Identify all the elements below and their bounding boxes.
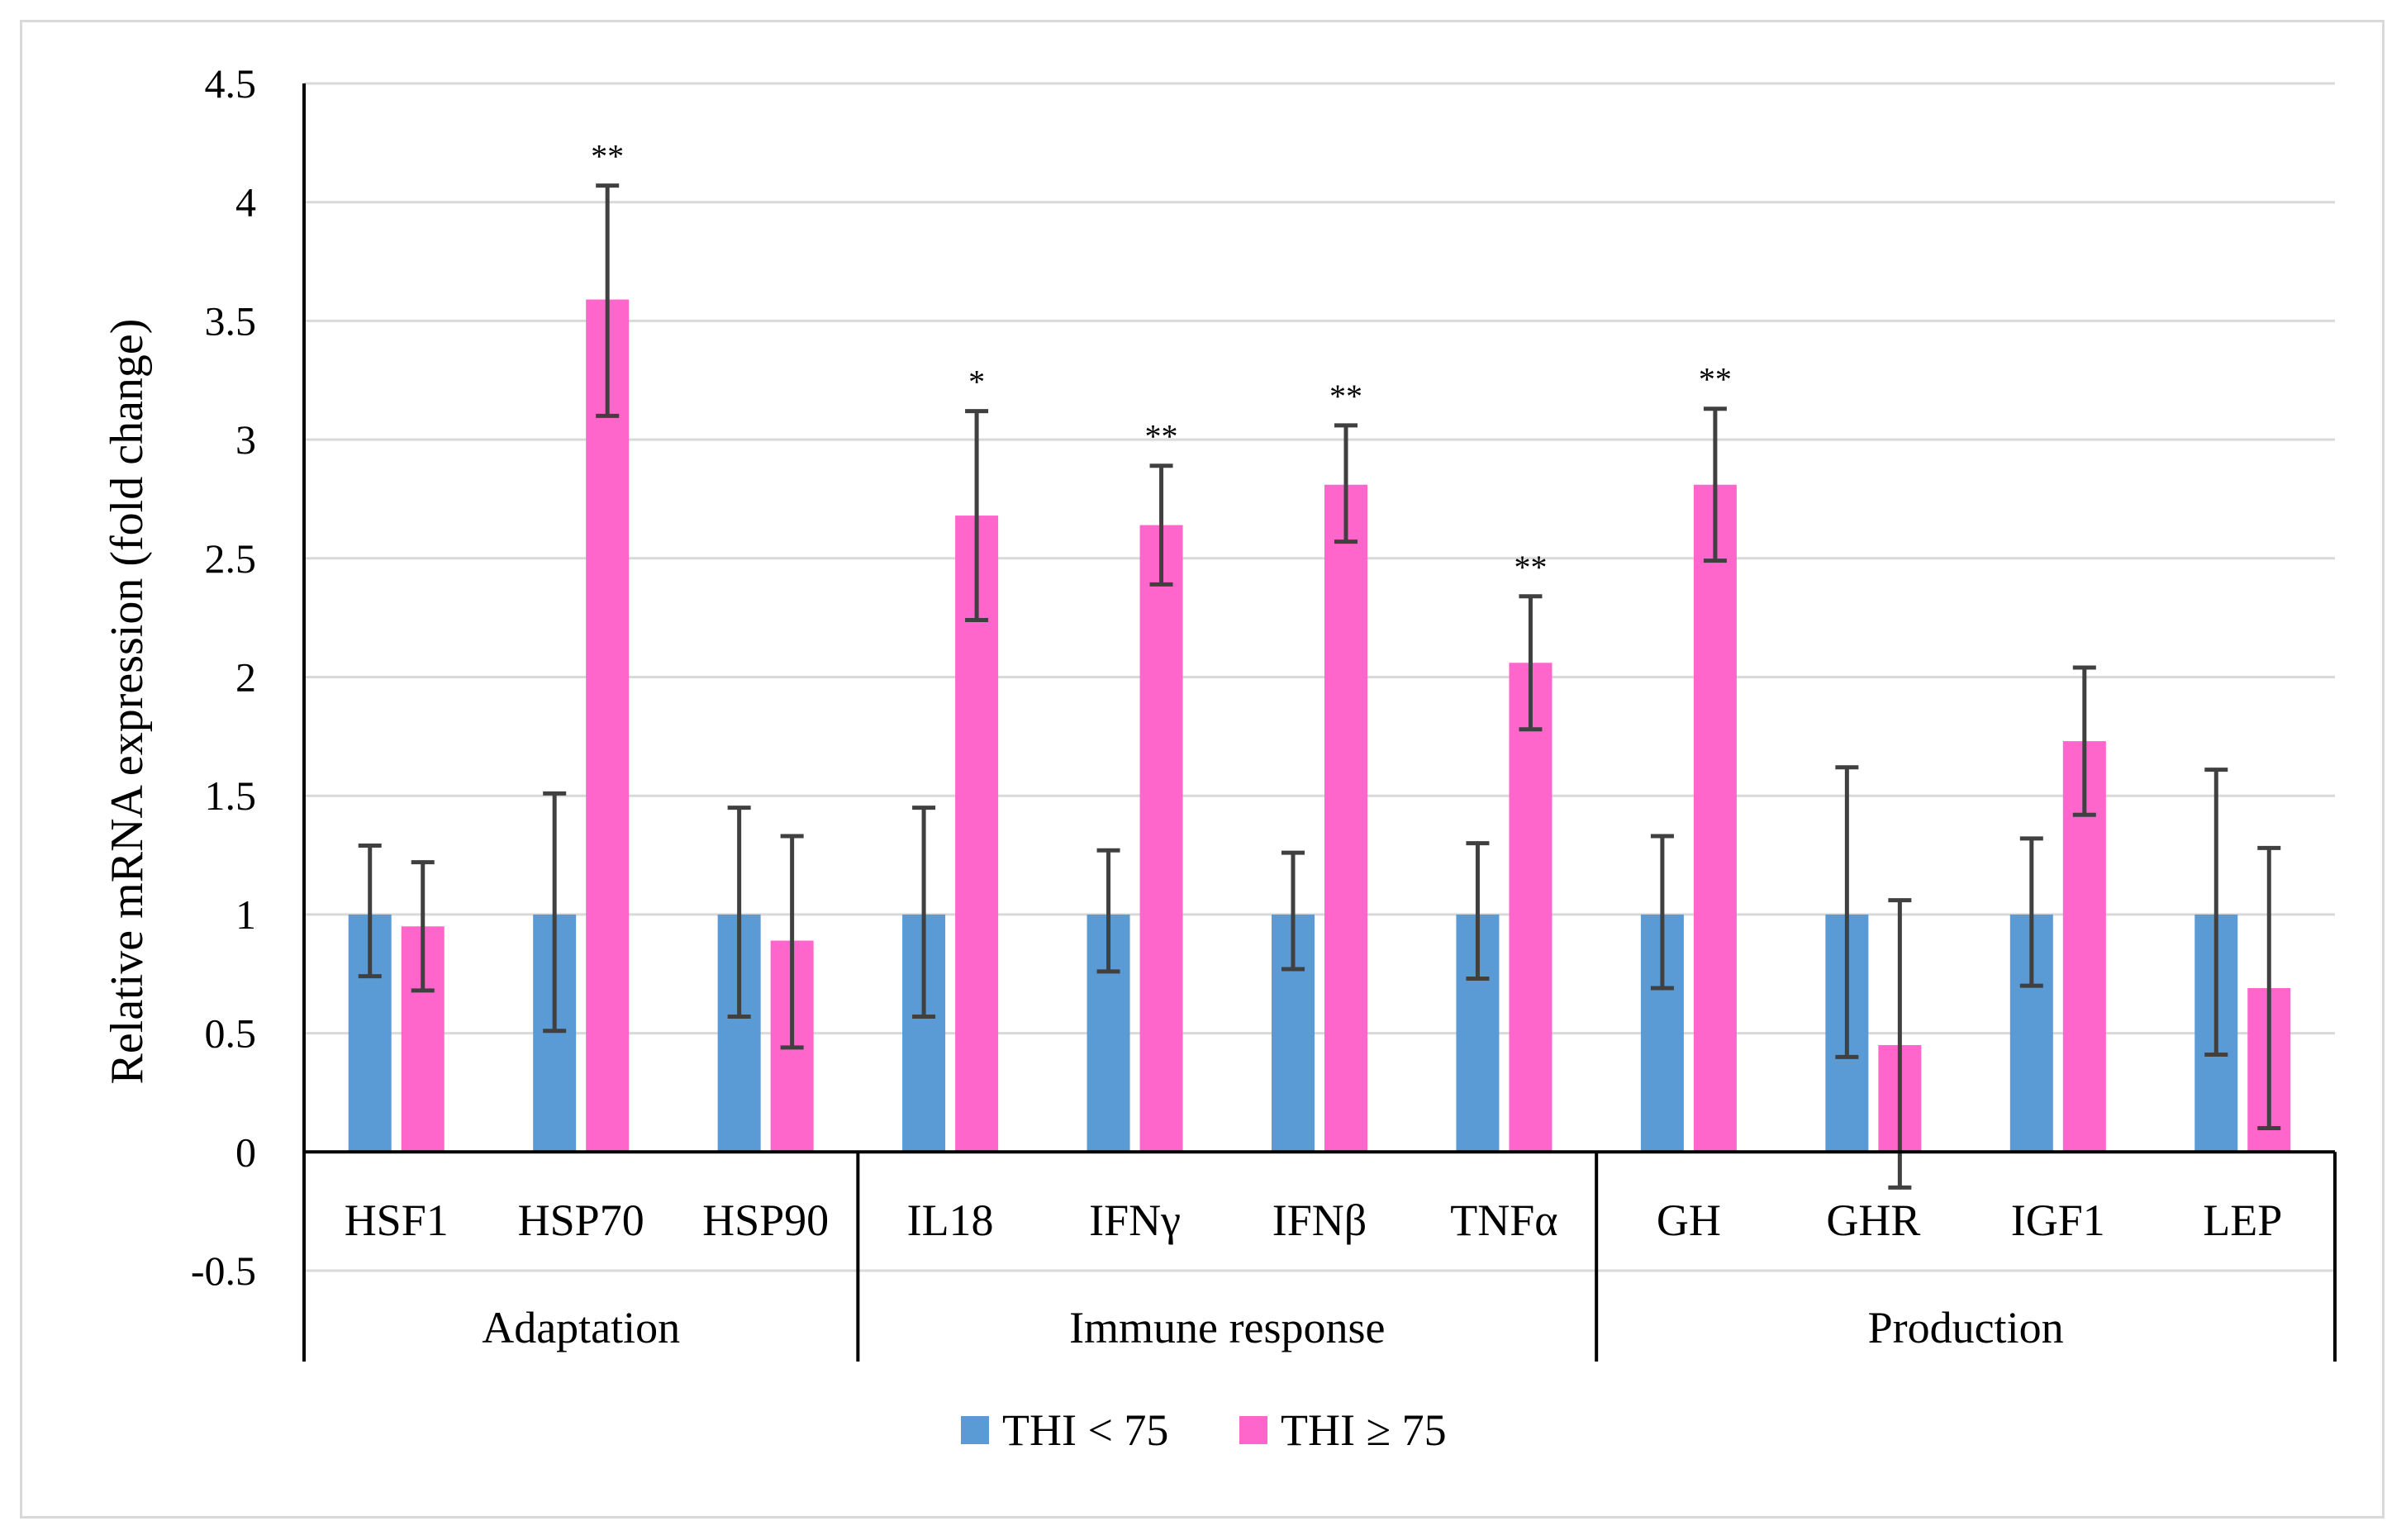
category-label: GH bbox=[1657, 1195, 1721, 1245]
group-label: Immune response bbox=[1069, 1303, 1385, 1352]
y-tick-label: 4.5 bbox=[205, 60, 257, 107]
significance-marker: ** bbox=[591, 138, 624, 175]
legend-label: THI ≥ 75 bbox=[1281, 1405, 1447, 1455]
category-label: IGF1 bbox=[2011, 1195, 2105, 1245]
category-label: GHR bbox=[1826, 1195, 1920, 1245]
bar bbox=[586, 299, 630, 1153]
bar bbox=[1324, 484, 1367, 1153]
category-label: HSF1 bbox=[345, 1195, 449, 1245]
significance-marker: ** bbox=[1145, 418, 1178, 455]
legend-swatch bbox=[1239, 1416, 1267, 1444]
y-tick-label: 4 bbox=[235, 179, 256, 226]
labels: -0.500.511.522.533.544.5***********HSF1 H… bbox=[191, 60, 2282, 1352]
category-label: IFNβ bbox=[1272, 1195, 1367, 1245]
y-tick-label: 3 bbox=[235, 416, 256, 463]
group-label: Adaptation bbox=[482, 1303, 680, 1352]
category-label: HSP90 bbox=[702, 1195, 829, 1245]
y-tick-label: 2 bbox=[235, 654, 256, 701]
category-label: HSP70 bbox=[518, 1195, 644, 1245]
significance-marker: ** bbox=[1514, 549, 1547, 586]
y-tick-label: 3.5 bbox=[205, 297, 257, 344]
significance-marker: ** bbox=[1329, 378, 1362, 415]
category-label: IL18 bbox=[907, 1195, 994, 1245]
y-tick-label: 1 bbox=[235, 891, 256, 938]
y-tick-label: 0 bbox=[235, 1129, 256, 1175]
group-label: Production bbox=[1868, 1303, 2064, 1352]
y-tick-label: 0.5 bbox=[205, 1010, 257, 1057]
category-label: IFNγ bbox=[1089, 1195, 1181, 1245]
bar bbox=[1693, 484, 1737, 1153]
legend-swatch bbox=[961, 1416, 989, 1444]
bar bbox=[1509, 663, 1552, 1153]
y-axis-title: Relative mRNA expression (fold change) bbox=[102, 319, 153, 1085]
significance-marker: ** bbox=[1699, 361, 1732, 398]
category-label: LEP bbox=[2203, 1195, 2282, 1245]
legend-label: THI < 75 bbox=[1002, 1405, 1168, 1455]
category-label: TNFα bbox=[1450, 1195, 1557, 1245]
y-tick-label: -0.5 bbox=[191, 1248, 256, 1294]
gridlines bbox=[304, 82, 2335, 1272]
bars bbox=[348, 299, 2291, 1153]
axes bbox=[302, 83, 2337, 1362]
bar bbox=[1139, 525, 1183, 1153]
y-tick-label: 1.5 bbox=[205, 772, 257, 819]
significance-marker: * bbox=[968, 364, 985, 401]
legend: THI < 75 THI ≥ 75 bbox=[961, 1405, 1447, 1455]
chart-frame bbox=[20, 20, 2385, 1519]
error-bars bbox=[358, 183, 2281, 1190]
y-tick-label: 2.5 bbox=[205, 535, 257, 582]
